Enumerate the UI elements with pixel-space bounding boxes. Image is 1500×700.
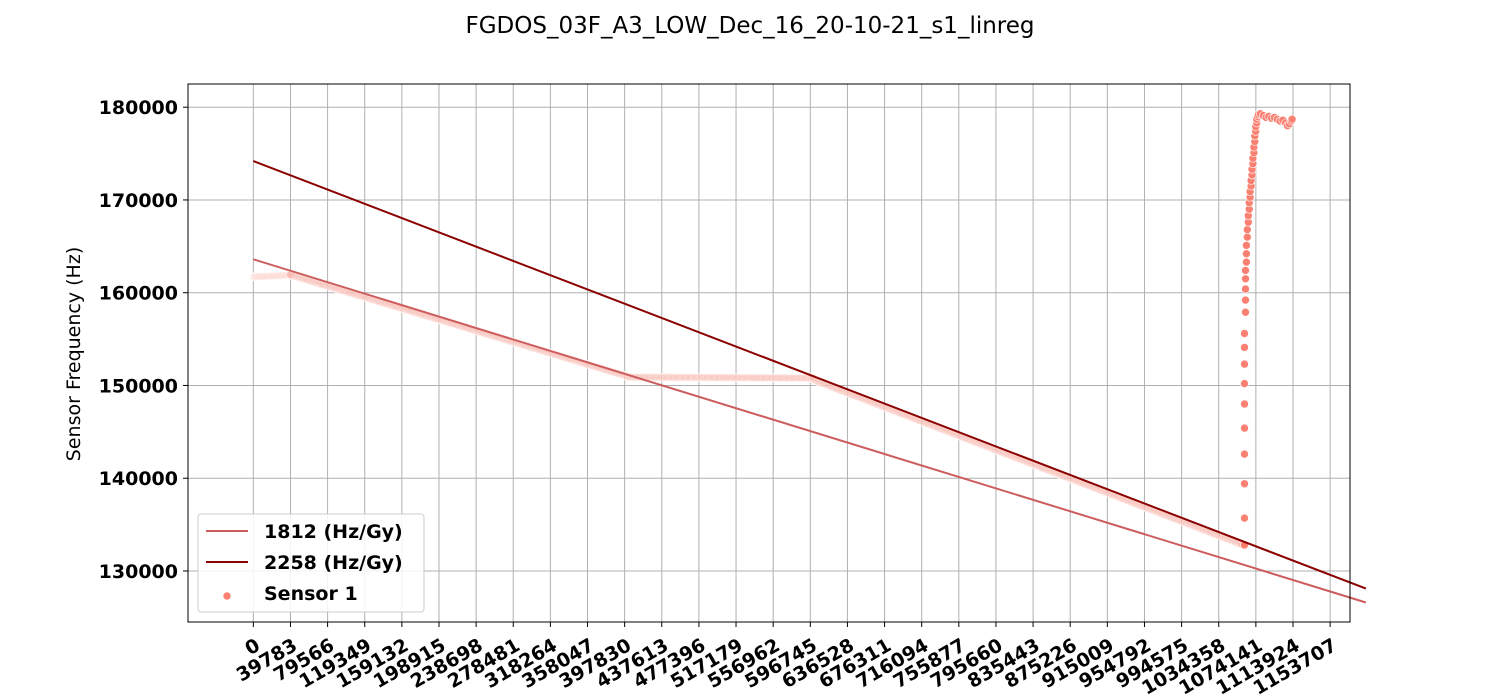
legend-label: 2258 (Hz/Gy) xyxy=(264,552,403,574)
data-point xyxy=(1241,295,1250,305)
data-point xyxy=(1240,449,1249,459)
plot-frame xyxy=(187,83,1351,623)
legend: 1812 (Hz/Gy) 2258 (Hz/Gy) Sensor 1 xyxy=(197,513,425,613)
data-point xyxy=(1243,225,1252,234)
y-tick-label: 180000 xyxy=(99,97,178,119)
regression-line xyxy=(253,258,1367,604)
legend-label: 1812 (Hz/Gy) xyxy=(264,521,403,543)
data-point xyxy=(1242,249,1251,258)
chart-title: FGDOS_03F_A3_LOW_Dec_16_20-10-21_s1_linr… xyxy=(465,13,1034,39)
y-tick-label: 140000 xyxy=(99,468,178,490)
legend-box xyxy=(197,513,425,613)
data-point xyxy=(1240,513,1249,523)
data-point xyxy=(1240,423,1249,433)
data-point xyxy=(1242,241,1251,250)
data-point xyxy=(1243,232,1252,242)
y-tick-label: 130000 xyxy=(99,561,178,583)
data-point xyxy=(1240,479,1249,489)
legend-label: Sensor 1 xyxy=(264,583,358,605)
legend-marker-swatch xyxy=(222,591,232,601)
data-point xyxy=(1240,359,1249,369)
data-point xyxy=(1242,257,1251,267)
y-ticks: 130000 140000 150000 160000 170000 180000 xyxy=(99,97,188,583)
data-point xyxy=(1240,379,1249,388)
y-tick-label: 170000 xyxy=(99,190,178,212)
x-ticks: 0397837956611934915913219891523869827848… xyxy=(233,622,1341,700)
regression-line xyxy=(252,160,1367,590)
data-point xyxy=(1287,114,1297,124)
y-axis-title: Sensor Frequency (Hz) xyxy=(63,247,85,461)
data-point xyxy=(1241,284,1250,294)
y-tick-label: 150000 xyxy=(99,375,178,397)
data-point xyxy=(1241,266,1250,275)
y-tick-label: 160000 xyxy=(99,283,178,305)
data-point xyxy=(1240,329,1249,338)
regression-lines xyxy=(252,160,1367,604)
data-point xyxy=(1241,274,1250,284)
data-point xyxy=(1241,307,1250,317)
data-point xyxy=(1240,399,1249,409)
data-point xyxy=(1240,343,1249,352)
